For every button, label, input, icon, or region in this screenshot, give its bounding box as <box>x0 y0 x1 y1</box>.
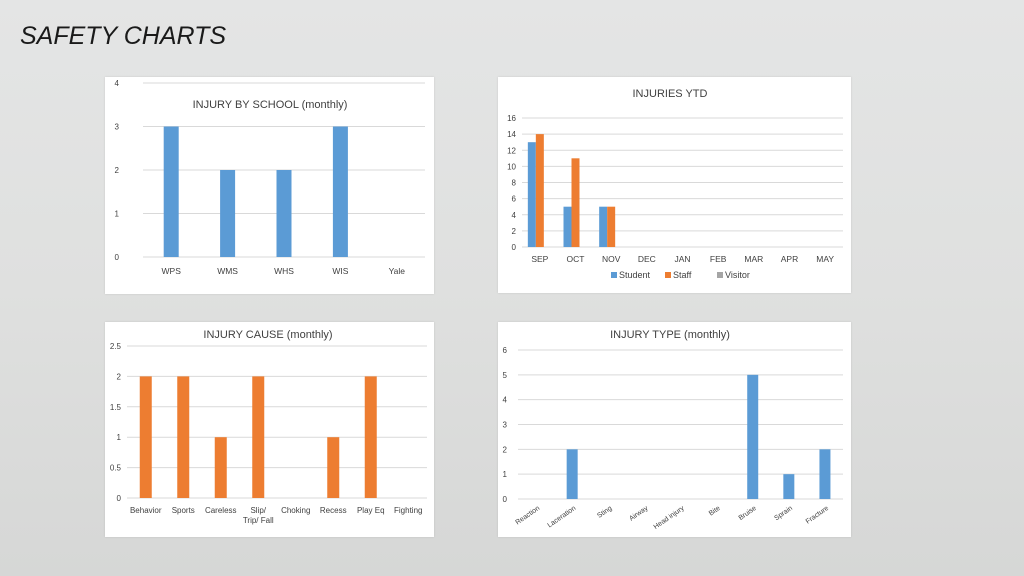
bar-oct-student <box>563 206 572 247</box>
y-tick-label: 12 <box>507 146 516 155</box>
bar-wps <box>163 126 179 257</box>
x-tick-label: MAY <box>816 254 834 264</box>
y-tick-label: 1 <box>503 470 508 479</box>
chart-title: INJURY BY SCHOOL (monthly) <box>193 99 348 111</box>
y-tick-label: 4 <box>512 211 517 220</box>
x-tick-label: NOV <box>602 254 621 264</box>
y-tick-label: 14 <box>507 130 516 139</box>
x-tick-label: Slip/Trip/ Fall <box>243 506 274 525</box>
bar-sep-student <box>527 142 536 247</box>
bar-bruise <box>747 374 759 499</box>
legend-label-visitor: Visitor <box>725 270 750 280</box>
x-tick-label: DEC <box>638 254 656 264</box>
legend-label-staff: Staff <box>673 270 692 280</box>
bar-recess <box>327 437 340 498</box>
x-tick-label: Behavior <box>130 506 162 515</box>
y-tick-label: 2 <box>117 372 122 381</box>
y-tick-label: 0 <box>117 494 122 503</box>
y-tick-label: 2 <box>503 445 508 454</box>
y-tick-label: 1.5 <box>110 403 122 412</box>
y-tick-label: 6 <box>512 195 517 204</box>
injury-by-school-panel: 0 1 2 3 4 INJURY BY SCHOOL (monthly) WPS WMS WHS… <box>105 77 434 294</box>
bar-nov-student <box>599 206 608 247</box>
x-tick-label: Fighting <box>394 506 422 515</box>
injuries-ytd-panel: 0 2 4 6 8 10 12 14 16 INJURIES YTD SEP OCT NOV DEC JAN… <box>498 77 851 293</box>
x-tick-label: Sprain <box>773 505 794 522</box>
bar-fracture <box>819 449 831 499</box>
legend-swatch-staff <box>665 272 671 278</box>
injury-type-panel: 0 1 2 3 4 5 6 INJURY TYPE (monthly) Reaction Lace… <box>498 322 851 537</box>
injury-cause-panel: 0 0.5 1 1.5 2 2.5 INJURY CAUSE (monthly) Behavi… <box>105 322 434 537</box>
x-tick-label: Yale <box>389 266 406 276</box>
bar-sprain <box>783 474 795 499</box>
bar-nov-staff <box>607 206 616 247</box>
y-tick-label: 4 <box>503 396 508 405</box>
x-tick-label: Recess <box>320 506 347 515</box>
x-tick-label: Airway <box>628 505 650 523</box>
y-tick-label: 16 <box>507 114 516 123</box>
x-tick-label: Play Eq <box>357 506 385 515</box>
chart-title: INJURY TYPE (monthly) <box>610 329 730 341</box>
x-tick-label: OCT <box>567 254 585 264</box>
x-tick-label: Bite <box>708 505 722 518</box>
legend-label-student: Student <box>619 270 651 280</box>
y-tick-label: 2 <box>512 227 517 236</box>
slide-title: SAFETY CHARTS <box>20 22 227 50</box>
x-tick-label: WHS <box>274 266 294 276</box>
y-tick-label: 8 <box>512 179 517 188</box>
injury-type-chart: 0 1 2 3 4 5 6 INJURY TYPE (monthly) Reaction Lace… <box>503 329 843 531</box>
bar-behavior <box>139 376 152 498</box>
legend-swatch-student <box>611 272 617 278</box>
y-tick-label: 4 <box>115 79 120 88</box>
x-tick-label: JAN <box>674 254 690 264</box>
bar-wis <box>332 126 348 257</box>
x-tick-label: WIS <box>332 266 348 276</box>
x-tick-label: Sting <box>596 505 613 520</box>
y-tick-label: 0 <box>512 243 517 252</box>
x-tick-label: APR <box>781 254 798 264</box>
y-tick-label: 1 <box>115 210 120 219</box>
x-tick-label: Choking <box>281 506 310 515</box>
y-tick-label: 6 <box>503 346 508 355</box>
bar-sep-staff <box>535 134 544 247</box>
x-tick-label: Sports <box>172 506 195 515</box>
bar-slip-trip-fall <box>252 376 265 498</box>
x-tick-label: FEB <box>710 254 727 264</box>
x-tick-label: SEP <box>531 254 548 264</box>
y-tick-label: 0 <box>503 495 508 504</box>
x-tick-label: WPS <box>162 266 182 276</box>
bar-laceration <box>566 449 578 499</box>
y-tick-label: 0.5 <box>110 464 122 473</box>
y-tick-label: 3 <box>115 123 120 132</box>
x-tick-label: MAR <box>744 254 763 264</box>
bar-sports <box>177 376 190 498</box>
bar-whs <box>276 170 292 257</box>
bar-careless <box>214 437 227 498</box>
x-tick-label: Laceration <box>547 505 578 530</box>
legend-swatch-visitor <box>717 272 723 278</box>
x-tick-label: Head injury <box>653 505 686 531</box>
y-tick-label: 5 <box>503 371 508 380</box>
injuries-ytd-chart: 0 2 4 6 8 10 12 14 16 INJURIES YTD SEP OCT NOV DEC JAN… <box>507 88 843 280</box>
y-tick-label: 2 <box>115 166 120 175</box>
injury-by-school-chart: 0 1 2 3 4 INJURY BY SCHOOL (monthly) WPS WMS WHS… <box>115 79 425 276</box>
y-tick-label: 10 <box>507 162 516 171</box>
x-tick-label: WMS <box>217 266 238 276</box>
y-tick-label: 1 <box>117 433 122 442</box>
x-tick-label: Reaction <box>515 505 542 527</box>
y-tick-label: 3 <box>503 421 508 430</box>
chart-title: INJURIES YTD <box>633 88 708 100</box>
bar-play-eq <box>364 376 377 498</box>
y-tick-label: 2.5 <box>110 342 122 351</box>
x-tick-label: Careless <box>205 506 237 515</box>
y-tick-label: 0 <box>115 253 120 262</box>
injury-cause-chart: 0 0.5 1 1.5 2 2.5 INJURY CAUSE (monthly) Behavi… <box>110 329 427 525</box>
bar-wms <box>220 170 236 257</box>
x-tick-label: Bruise <box>738 505 758 522</box>
bar-oct-staff <box>571 158 580 247</box>
x-tick-label: Fracture <box>805 505 830 526</box>
chart-title: INJURY CAUSE (monthly) <box>203 329 332 341</box>
